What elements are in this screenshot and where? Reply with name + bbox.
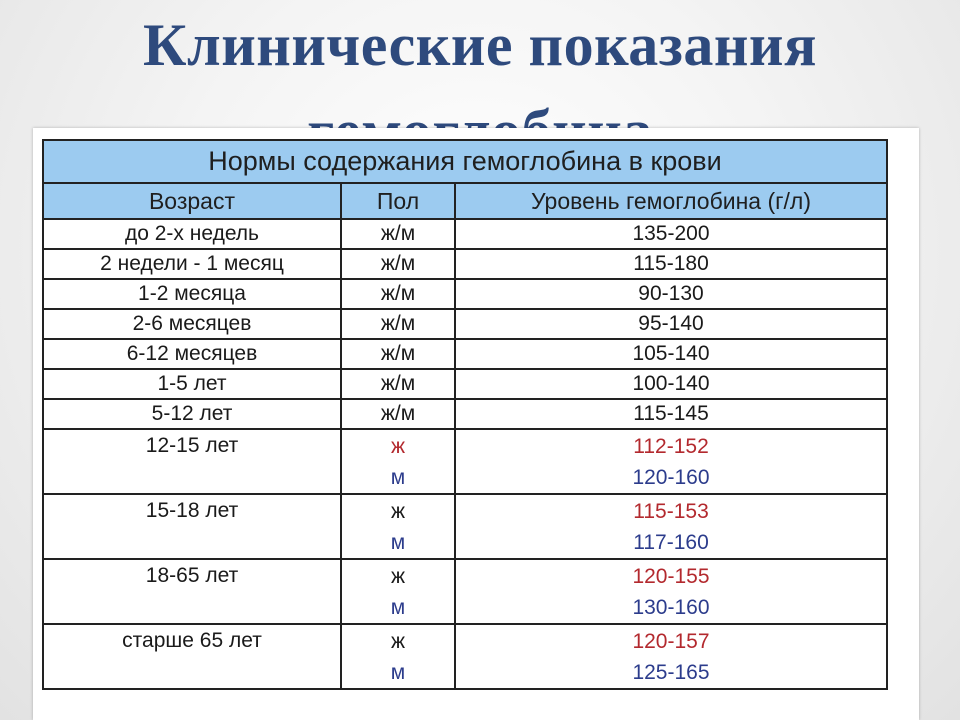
table-row: 5-12 лет ж/м 115-145 bbox=[42, 398, 888, 430]
level-cell: 115-153 117-160 bbox=[454, 493, 888, 560]
sex-cell: ж м bbox=[340, 623, 456, 690]
table-row: 6-12 месяцев ж/м 105-140 bbox=[42, 338, 888, 370]
level-cell: 95-140 bbox=[454, 308, 888, 340]
female-level-value: 115-153 bbox=[633, 499, 709, 523]
sex-cell: ж/м bbox=[340, 218, 456, 250]
male-level-value: 125-165 bbox=[632, 660, 710, 684]
sex-cell: ж/м bbox=[340, 398, 456, 430]
sex-cell: ж м bbox=[340, 493, 456, 560]
age-cell: 1-5 лет bbox=[42, 368, 342, 400]
header-level: Уровень гемоглобина (г/л) bbox=[454, 182, 888, 220]
sex-cell: ж/м bbox=[340, 368, 456, 400]
age-cell: 1-2 месяца bbox=[42, 278, 342, 310]
header-age: Возраст bbox=[42, 182, 342, 220]
age-cell: 12-15 лет bbox=[42, 428, 342, 495]
table-row: 15-18 лет ж м 115-153 117-160 bbox=[42, 493, 888, 560]
male-level-value: 117-160 bbox=[633, 530, 709, 554]
age-cell: 6-12 месяцев bbox=[42, 338, 342, 370]
male-level-value: 120-160 bbox=[632, 465, 710, 489]
table-header-row: Возраст Пол Уровень гемоглобина (г/л) bbox=[42, 182, 888, 220]
age-cell: 2 недели - 1 месяц bbox=[42, 248, 342, 280]
sex-cell: ж м bbox=[340, 428, 456, 495]
level-cell: 112-152 120-160 bbox=[454, 428, 888, 495]
level-cell: 105-140 bbox=[454, 338, 888, 370]
level-cell: 90-130 bbox=[454, 278, 888, 310]
table-row: 12-15 лет ж м 112-152 120-160 bbox=[42, 428, 888, 495]
level-cell: 115-180 bbox=[454, 248, 888, 280]
level-cell: 120-155 130-160 bbox=[454, 558, 888, 625]
table-row: 2-6 месяцев ж/м 95-140 bbox=[42, 308, 888, 340]
sex-cell: ж/м bbox=[340, 338, 456, 370]
age-cell: 2-6 месяцев bbox=[42, 308, 342, 340]
age-cell: 15-18 лет bbox=[42, 493, 342, 560]
male-sex-label: м bbox=[390, 465, 406, 489]
male-level-value: 130-160 bbox=[632, 595, 710, 619]
level-cell: 120-157 125-165 bbox=[454, 623, 888, 690]
age-cell: до 2-х недель bbox=[42, 218, 342, 250]
male-sex-label: м bbox=[390, 530, 406, 554]
female-sex-label: ж bbox=[390, 499, 406, 523]
female-level-value: 120-155 bbox=[632, 564, 710, 588]
male-sex-label: м bbox=[390, 660, 406, 684]
sex-cell: ж/м bbox=[340, 308, 456, 340]
male-sex-label: м bbox=[390, 595, 406, 619]
table-row: 2 недели - 1 месяц ж/м 115-180 bbox=[42, 248, 888, 280]
table-row: 1-5 лет ж/м 100-140 bbox=[42, 368, 888, 400]
sex-cell: ж м bbox=[340, 558, 456, 625]
table-row: 18-65 лет ж м 120-155 130-160 bbox=[42, 558, 888, 625]
hemoglobin-norms-table: Нормы содержания гемоглобина в крови Воз… bbox=[42, 139, 888, 690]
table-caption: Нормы содержания гемоглобина в крови bbox=[42, 139, 888, 184]
header-sex: Пол bbox=[340, 182, 456, 220]
age-cell: 5-12 лет bbox=[42, 398, 342, 430]
female-sex-label: ж bbox=[390, 629, 406, 653]
table-row: 1-2 месяца ж/м 90-130 bbox=[42, 278, 888, 310]
table-row: старше 65 лет ж м 120-157 125-165 bbox=[42, 623, 888, 690]
age-cell: 18-65 лет bbox=[42, 558, 342, 625]
table-caption-row: Нормы содержания гемоглобина в крови bbox=[42, 139, 888, 184]
female-level-value: 112-152 bbox=[633, 434, 709, 458]
table-row: до 2-х недель ж/м 135-200 bbox=[42, 218, 888, 250]
level-cell: 135-200 bbox=[454, 218, 888, 250]
female-sex-label: ж bbox=[390, 434, 406, 458]
sex-cell: ж/м bbox=[340, 248, 456, 280]
level-cell: 115-145 bbox=[454, 398, 888, 430]
slide-title-line-1: Клинические показания bbox=[143, 12, 817, 78]
female-sex-label: ж bbox=[390, 564, 406, 588]
sex-cell: ж/м bbox=[340, 278, 456, 310]
age-cell: старше 65 лет bbox=[42, 623, 342, 690]
level-cell: 100-140 bbox=[454, 368, 888, 400]
female-level-value: 120-157 bbox=[632, 629, 710, 653]
